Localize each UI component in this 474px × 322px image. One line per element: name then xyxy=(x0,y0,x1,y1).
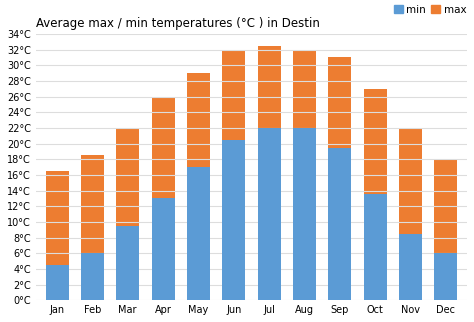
Bar xyxy=(399,234,422,300)
Bar xyxy=(293,128,316,300)
Bar xyxy=(116,226,139,300)
Bar xyxy=(434,159,457,300)
Legend: min, max: min, max xyxy=(393,5,466,14)
Bar xyxy=(328,57,351,300)
Bar xyxy=(434,253,457,300)
Bar xyxy=(152,97,174,300)
Bar xyxy=(81,253,104,300)
Bar xyxy=(399,128,422,300)
Bar xyxy=(46,265,69,300)
Bar xyxy=(257,46,281,300)
Bar xyxy=(187,73,210,300)
Bar xyxy=(152,198,174,300)
Bar xyxy=(222,140,245,300)
Bar xyxy=(116,128,139,300)
Bar xyxy=(328,147,351,300)
Bar xyxy=(293,50,316,300)
Bar xyxy=(187,167,210,300)
Bar xyxy=(364,89,387,300)
Bar xyxy=(257,128,281,300)
Bar xyxy=(46,171,69,300)
Bar xyxy=(222,50,245,300)
Bar xyxy=(364,194,387,300)
Bar xyxy=(81,155,104,300)
Text: Average max / min temperatures (°C ) in Destin: Average max / min temperatures (°C ) in … xyxy=(36,17,319,30)
